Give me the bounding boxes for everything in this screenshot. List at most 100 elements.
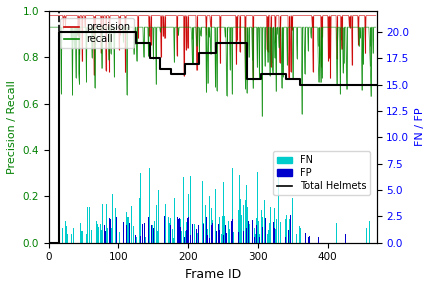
Bar: [290, 215, 291, 243]
Bar: [280, 222, 281, 243]
Bar: [202, 228, 203, 243]
Bar: [247, 207, 248, 243]
Bar: [149, 168, 150, 243]
Bar: [300, 228, 301, 243]
Bar: [100, 224, 101, 243]
Bar: [285, 237, 286, 243]
Bar: [206, 217, 207, 243]
Bar: [177, 224, 178, 243]
Bar: [59, 236, 60, 243]
Bar: [187, 218, 188, 243]
Bar: [241, 221, 242, 243]
Bar: [305, 233, 306, 243]
Bar: [244, 225, 245, 243]
Bar: [183, 177, 184, 243]
Bar: [104, 225, 105, 243]
Y-axis label: FN / FP: FN / FP: [415, 107, 425, 146]
Bar: [192, 224, 193, 243]
Bar: [148, 217, 149, 243]
Bar: [174, 198, 175, 243]
Bar: [243, 232, 244, 243]
Bar: [249, 224, 250, 243]
Bar: [254, 228, 255, 243]
Bar: [264, 226, 265, 243]
Bar: [240, 199, 241, 243]
Bar: [188, 194, 189, 243]
Bar: [248, 221, 249, 243]
Bar: [67, 234, 68, 243]
Bar: [369, 221, 370, 243]
Bar: [86, 234, 87, 243]
Y-axis label: Precision / Recall: Precision / Recall: [7, 80, 17, 174]
Bar: [110, 233, 111, 243]
Bar: [126, 226, 127, 243]
Bar: [112, 194, 113, 243]
Bar: [168, 217, 169, 243]
Bar: [129, 223, 130, 243]
Bar: [222, 216, 223, 243]
Bar: [233, 232, 234, 243]
Bar: [164, 235, 165, 243]
Bar: [221, 234, 222, 243]
Bar: [224, 216, 225, 243]
Bar: [296, 234, 297, 243]
Bar: [203, 223, 204, 243]
Bar: [256, 218, 257, 243]
Bar: [179, 218, 180, 243]
Bar: [228, 221, 229, 243]
Bar: [262, 227, 263, 243]
Bar: [274, 228, 275, 243]
Bar: [254, 237, 255, 243]
Bar: [188, 217, 189, 243]
Bar: [216, 231, 217, 243]
Bar: [107, 228, 108, 243]
Bar: [172, 228, 173, 243]
Bar: [133, 226, 134, 243]
Bar: [110, 219, 111, 243]
Bar: [190, 177, 191, 243]
Bar: [91, 230, 92, 243]
Bar: [238, 232, 239, 243]
X-axis label: Frame ID: Frame ID: [184, 268, 241, 281]
Bar: [252, 221, 253, 243]
Bar: [180, 219, 181, 243]
Bar: [289, 218, 290, 243]
Bar: [238, 211, 239, 243]
Bar: [269, 223, 270, 243]
Bar: [82, 231, 83, 243]
Bar: [179, 223, 180, 243]
Bar: [256, 225, 257, 243]
Bar: [286, 215, 287, 243]
Bar: [273, 222, 274, 243]
Bar: [245, 200, 246, 243]
Bar: [197, 233, 198, 243]
Bar: [65, 221, 66, 243]
Bar: [137, 228, 138, 243]
Bar: [219, 230, 220, 243]
Bar: [366, 228, 367, 243]
Bar: [204, 213, 205, 243]
Bar: [145, 237, 146, 243]
Bar: [136, 234, 137, 243]
Bar: [128, 217, 129, 243]
Bar: [203, 224, 204, 243]
Bar: [123, 222, 124, 243]
Bar: [305, 236, 306, 243]
Bar: [255, 234, 256, 243]
Bar: [279, 171, 280, 243]
Bar: [106, 204, 107, 243]
Bar: [229, 228, 230, 243]
Bar: [177, 216, 178, 243]
Bar: [170, 227, 171, 243]
Bar: [243, 205, 244, 243]
Bar: [190, 235, 191, 243]
Bar: [79, 223, 80, 243]
Bar: [278, 220, 279, 243]
Bar: [127, 217, 128, 243]
Bar: [231, 221, 232, 243]
Bar: [274, 208, 275, 243]
Bar: [181, 231, 182, 243]
Bar: [258, 221, 259, 243]
Bar: [264, 200, 265, 243]
Bar: [196, 229, 197, 243]
